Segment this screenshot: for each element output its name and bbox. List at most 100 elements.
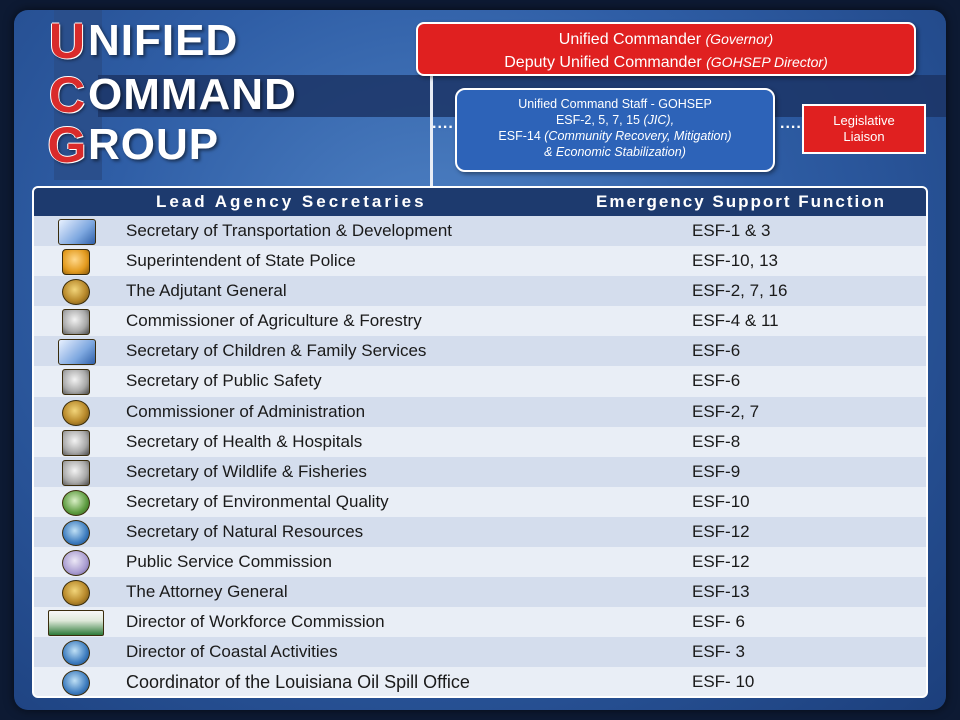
secretary-name: Superintendent of State Police (126, 251, 356, 271)
oil-spill-office-seal-icon (62, 670, 90, 696)
health-hospitals-logo-icon (62, 429, 90, 456)
esf-value: ESF-12 (692, 552, 750, 572)
esf-value: ESF-1 & 3 (692, 221, 771, 240)
secretary-name: Coordinator of the Louisiana Oil Spill O… (126, 672, 470, 693)
esf-value: ESF-2, 7, 16 (692, 281, 788, 301)
esf-value: ESF-6 (692, 341, 741, 361)
secretary-name: Secretary of Public Safety (126, 371, 322, 391)
coastal-activities-seal-icon (62, 640, 90, 667)
commander-line: Unified Commander (Governor) (418, 28, 914, 51)
staff-esf-note: (JIC), (643, 113, 675, 127)
logo-line-group: GROUP (46, 120, 219, 170)
logo-line-unified: UNIFIED (46, 16, 238, 66)
natural-resources-seal-icon (62, 519, 90, 546)
logo-word-group: ROUP (88, 120, 220, 169)
logo-band (54, 10, 102, 180)
esf-value: ESF- 3 (692, 642, 745, 662)
staff-esf14-note-cont: & Economic Stabilization) (544, 145, 686, 159)
staff-esf14: ESF-14 (498, 129, 541, 143)
secretary-name: Commissioner of Agriculture & Forestry (126, 311, 422, 331)
logo-initial-c: C (48, 67, 86, 123)
logo-line-command: COMMAND (46, 70, 297, 120)
logo-word-unified: NIFIED (88, 16, 239, 65)
legislative-liaison-box: Legislative Liaison (802, 104, 926, 154)
secretary-name: Secretary of Children & Family Services (126, 341, 427, 361)
esf-value: ESF-12 (692, 521, 750, 541)
table-row: The Attorney General ESF-13 (34, 577, 926, 608)
adjutant-general-seal-icon (62, 279, 90, 306)
table-row: Secretary of Health & Hospitals ESF-8 (34, 426, 926, 457)
table-body: Secretary of Transportation & Developmen… (34, 216, 926, 696)
state-police-badge-icon (62, 249, 90, 276)
staff-esf-line-2: ESF-14 (Community Recovery, Mitigation) (457, 128, 773, 144)
public-service-commission-seal-icon (62, 550, 90, 577)
table-row: Secretary of Natural Resources ESF-12 (34, 516, 926, 548)
agriculture-seal-icon (62, 309, 90, 336)
logo-word-command: OMMAND (88, 70, 297, 119)
secretary-name: Secretary of Wildlife & Fisheries (126, 461, 367, 481)
esf-value: ESF-9 (692, 461, 741, 481)
workforce-commission-logo-icon (48, 610, 104, 637)
deputy-commander-title: Deputy Unified Commander (504, 54, 702, 71)
wildlife-fisheries-seal-icon (62, 459, 90, 486)
table-row: Director of Workforce Commission ESF- 6 (34, 607, 926, 638)
unified-commander-box: Unified Commander (Governor) Deputy Unif… (416, 22, 916, 76)
esf-value: ESF-8 (692, 431, 741, 451)
table-row: Secretary of Wildlife & Fisheries ESF-9 (34, 456, 926, 487)
esf-value: ESF- 6 (692, 612, 745, 632)
deputy-commander-role: (GOHSEP Director) (706, 54, 828, 70)
liaison-line-2: Liaison (843, 129, 885, 144)
unified-command-staff-box: Unified Command Staff - GOHSEP ESF-2, 5,… (455, 88, 775, 172)
children-family-services-logo-icon (58, 339, 96, 366)
deq-logo-icon (62, 489, 90, 516)
esf-value: ESF-10 (692, 491, 750, 511)
commander-role: (Governor) (705, 31, 774, 47)
secretary-name: Secretary of Natural Resources (126, 521, 364, 541)
staff-esf-list: ESF-2, 5, 7, 15 (555, 113, 641, 127)
commander-title: Unified Commander (558, 31, 702, 48)
liaison-line-1: Legislative (833, 113, 895, 128)
secretary-name: Director of Coastal Activities (126, 642, 338, 662)
table-row: The Adjutant General ESF-2, 7, 16 (34, 276, 926, 307)
esf-value: ESF-6 (692, 371, 741, 391)
secretary-name: Secretary of Transportation & Developmen… (126, 221, 452, 240)
table-row: Director of Coastal Activities ESF- 3 (34, 637, 926, 668)
esf-value: ESF-2, 7 (692, 401, 760, 421)
secretary-name: The Attorney General (126, 582, 288, 602)
secretary-name: Commissioner of Administration (126, 401, 366, 421)
secretary-name: Director of Workforce Commission (126, 612, 385, 632)
esf-value: ESF-13 (692, 582, 750, 602)
deputy-commander-line: Deputy Unified Commander (GOHSEP Directo… (418, 51, 914, 74)
table-row: Public Service Commission ESF-12 (34, 547, 926, 578)
header-emergency-support-function: Emergency Support Function (596, 192, 887, 211)
table-row: Commissioner of Administration ESF-2, 7 (34, 396, 926, 427)
table-row: Secretary of Transportation & Developmen… (34, 216, 926, 247)
table-row: Secretary of Environmental Quality ESF-10 (34, 486, 926, 517)
staff-esf-line-1: ESF-2, 5, 7, 15 (JIC), (457, 112, 773, 128)
table-row: Coordinator of the Louisiana Oil Spill O… (34, 667, 926, 696)
public-safety-seal-icon (62, 369, 90, 396)
esf-value: ESF- 10 (692, 672, 755, 692)
logo-initial-g: G (47, 117, 87, 173)
table-row: Secretary of Public Safety ESF-6 (34, 366, 926, 397)
attorney-general-seal-icon (62, 580, 90, 607)
dotd-seal-icon (58, 219, 96, 245)
connector-dots-left: .... (432, 115, 454, 132)
esf-value: ESF-10, 13 (692, 251, 778, 271)
secretary-name: The Adjutant General (126, 281, 287, 301)
secretary-name: Public Service Commission (126, 552, 332, 572)
staff-esf-line-3: & Economic Stabilization) (457, 144, 773, 160)
secretary-name: Secretary of Health & Hospitals (126, 431, 363, 451)
staff-title: Unified Command Staff - GOHSEP (518, 97, 712, 111)
connector-dots-right: .... (780, 115, 802, 132)
administration-seal-icon (62, 399, 90, 426)
agency-table: Lead Agency Secretaries Emergency Suppor… (32, 186, 928, 698)
esf-value: ESF-4 & 11 (692, 311, 779, 331)
table-header: Lead Agency Secretaries Emergency Suppor… (34, 188, 926, 216)
logo-initial-u: U (48, 13, 86, 69)
table-row: Commissioner of Agriculture & Forestry ES… (34, 306, 926, 337)
org-connector-line (430, 76, 433, 191)
secretary-name: Secretary of Environmental Quality (126, 491, 389, 511)
header-lead-agency-secretaries: Lead Agency Secretaries (156, 192, 427, 211)
staff-esf14-note: (Community Recovery, Mitigation) (544, 129, 732, 143)
